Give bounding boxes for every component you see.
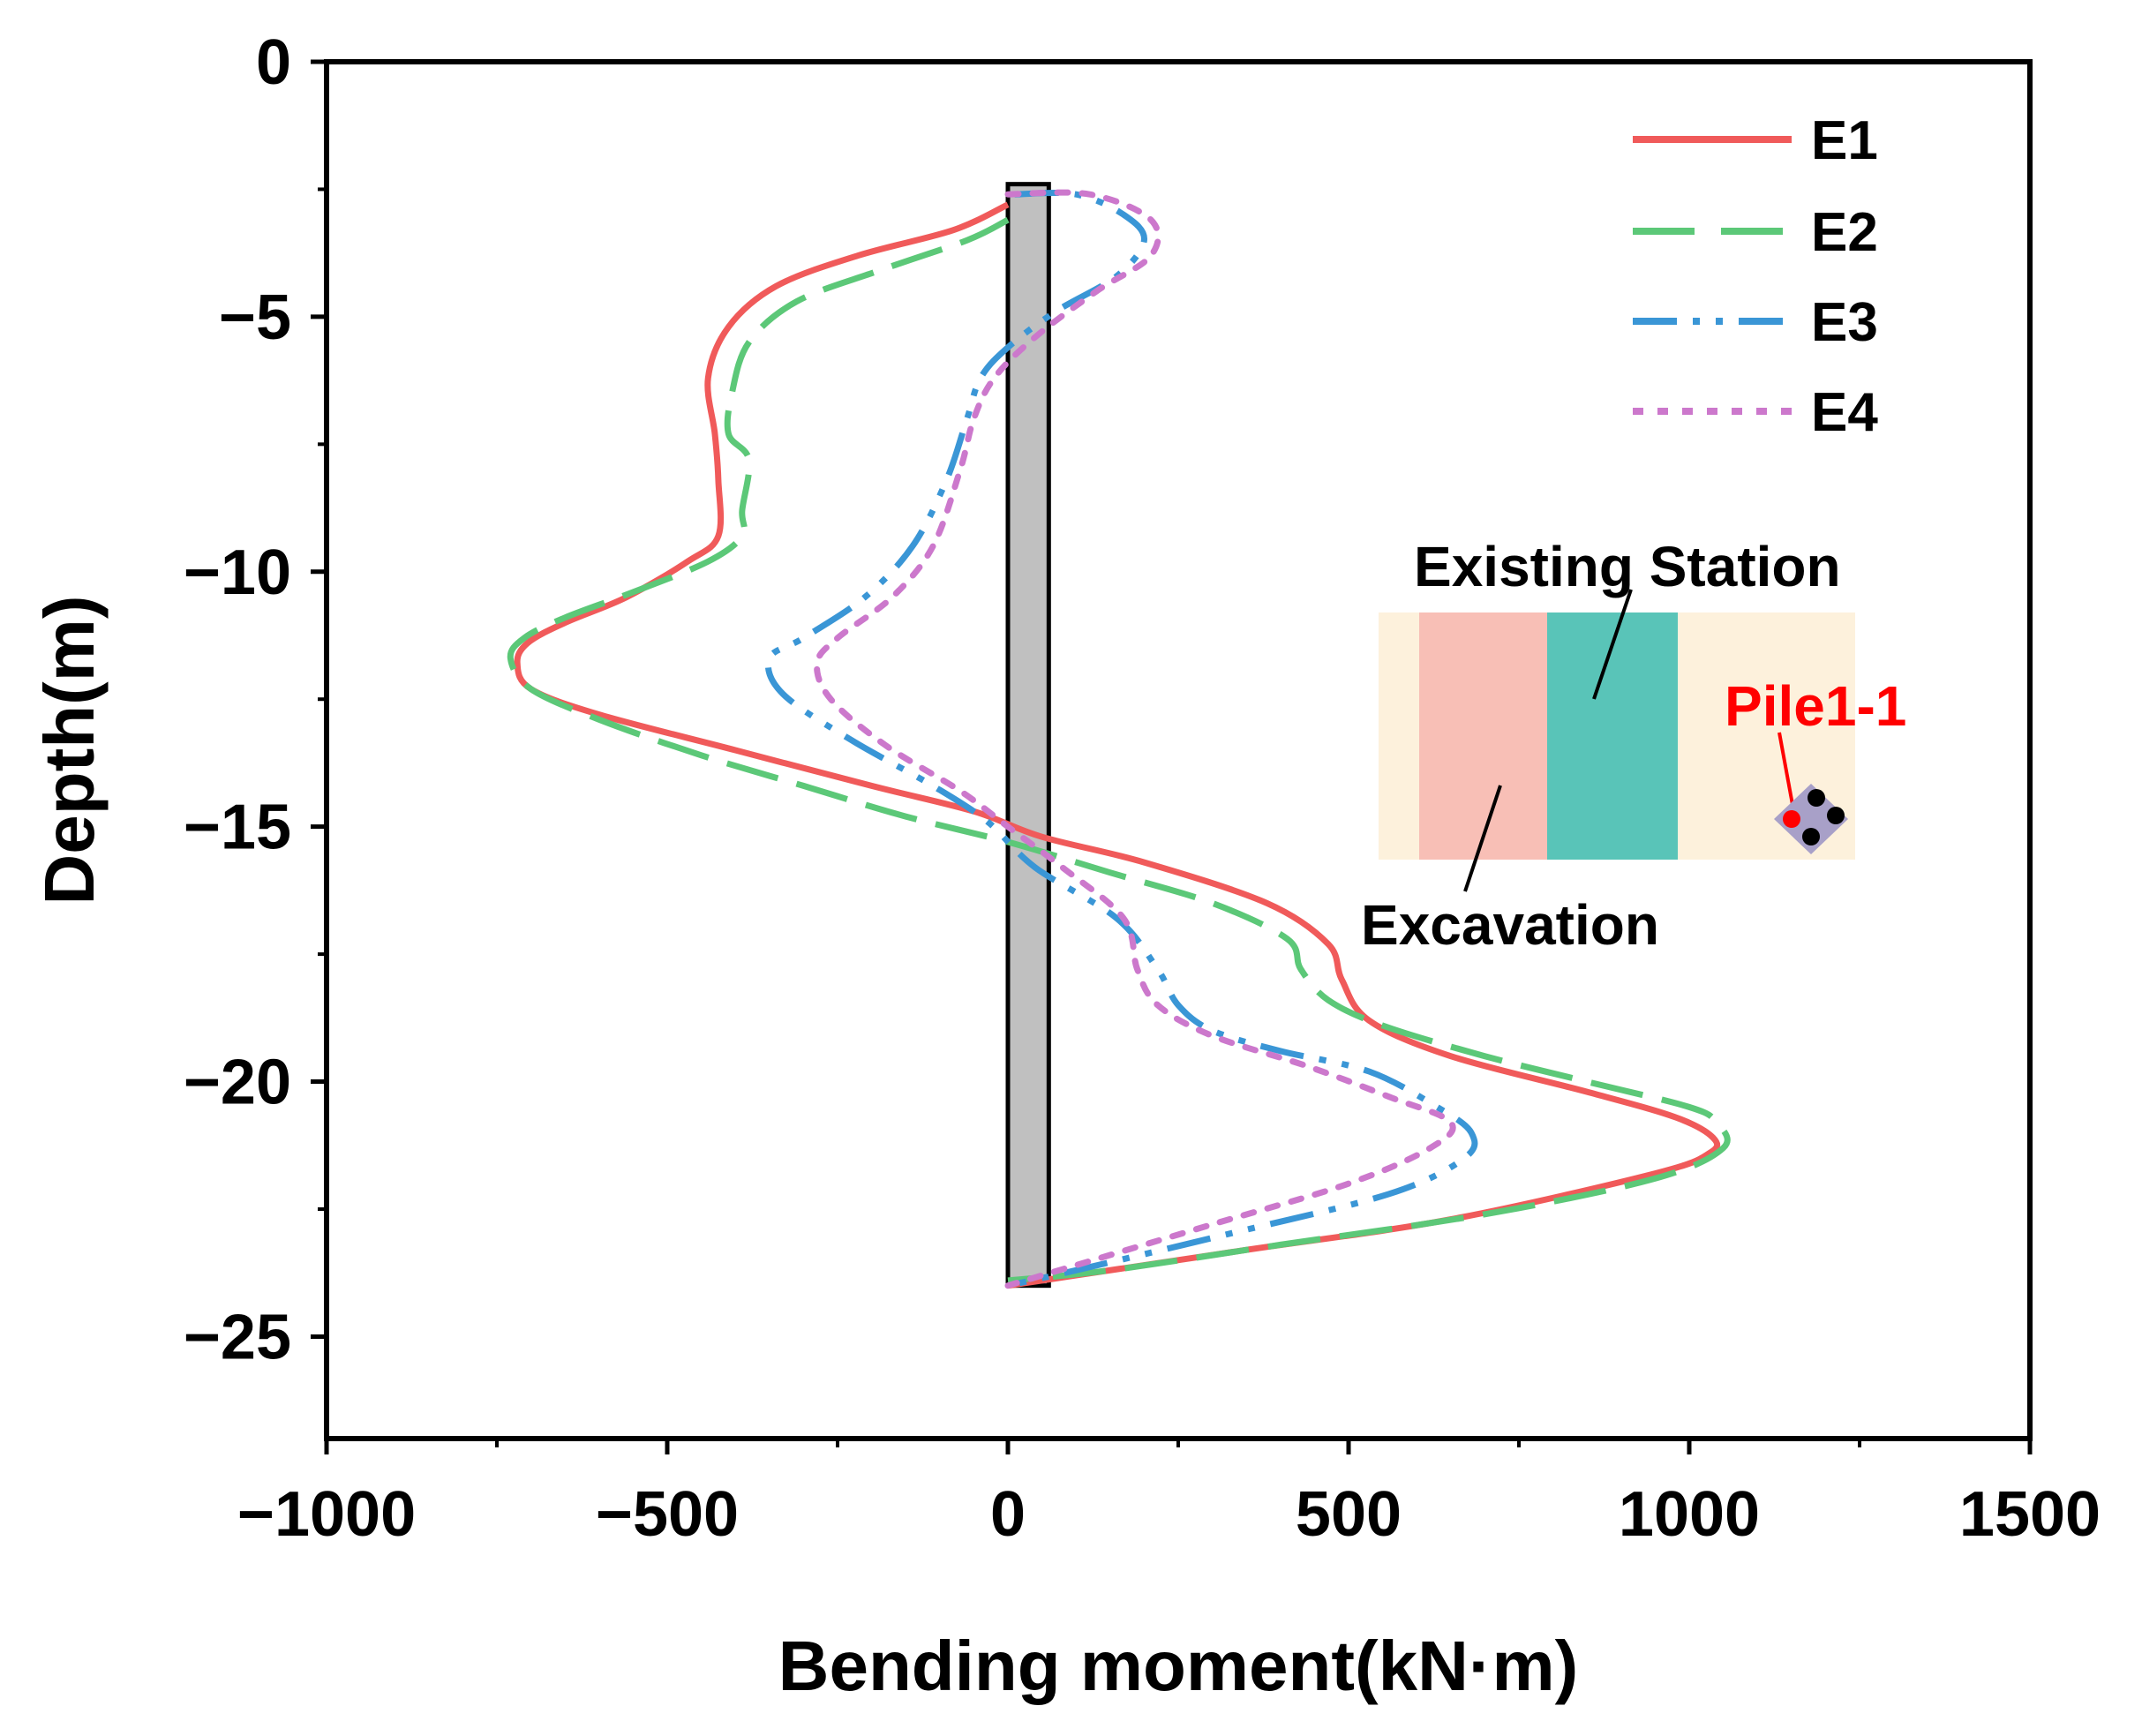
x-tick-label: −500 bbox=[596, 1479, 739, 1550]
inset-label-excavation: Excavation bbox=[1361, 893, 1659, 957]
inset-label-pile: Pile1-1 bbox=[1725, 674, 1906, 738]
inset-leader-excavation bbox=[1463, 785, 1502, 892]
legend-label-e2: E2 bbox=[1811, 202, 1878, 263]
inset-label-existing-station: Existing Station bbox=[1414, 535, 1841, 598]
legend-label-e4: E4 bbox=[1811, 382, 1878, 443]
inset-pile-dot-highlight bbox=[1783, 810, 1800, 828]
inset-pile-dot bbox=[1802, 828, 1820, 845]
series-line-e4 bbox=[814, 189, 1456, 1289]
y-tick-label: −10 bbox=[184, 537, 291, 608]
legend-label-e3: E3 bbox=[1811, 292, 1878, 353]
inset-leader-existing-station bbox=[1592, 589, 1633, 700]
pile-bar bbox=[1005, 182, 1051, 1289]
series-line-e2 bbox=[507, 216, 1731, 1284]
y-tick-label: −15 bbox=[184, 793, 291, 863]
y-tick-label: −5 bbox=[219, 282, 291, 353]
y-axis-title: Depth(m) bbox=[30, 595, 109, 905]
x-tick-label: 500 bbox=[1296, 1479, 1402, 1550]
x-tick-label: −1000 bbox=[237, 1479, 416, 1550]
y-axis-ticks: 0 −5 −10 −15 −20 −25 bbox=[184, 27, 327, 1372]
x-axis-title: Bending moment(kN·m) bbox=[778, 1627, 1579, 1705]
inset-pile-dot bbox=[1827, 807, 1845, 824]
x-axis-ticks: −1000 −500 0 500 1000 1500 bbox=[237, 1439, 2101, 1550]
x-tick-label: 1000 bbox=[1619, 1479, 1760, 1550]
x-tick-label: 0 bbox=[990, 1479, 1026, 1550]
inset-pile-dot bbox=[1808, 789, 1825, 807]
legend: E1 E2 E3 E4 bbox=[1633, 110, 1878, 443]
x-tick-label: 1500 bbox=[1959, 1479, 2101, 1550]
inset-existing-station bbox=[1547, 612, 1678, 860]
legend-label-e1: E1 bbox=[1811, 110, 1878, 171]
y-tick-label: 0 bbox=[256, 27, 291, 98]
inset-pile-cap bbox=[1774, 784, 1848, 854]
series-line-e3 bbox=[764, 190, 1478, 1289]
inset-excavation-zone bbox=[1419, 612, 1547, 860]
y-tick-label: −25 bbox=[184, 1302, 291, 1372]
y-tick-label: −20 bbox=[184, 1048, 291, 1118]
inset-schematic: Existing Station Excavation Pile1-1 bbox=[1361, 535, 1906, 957]
